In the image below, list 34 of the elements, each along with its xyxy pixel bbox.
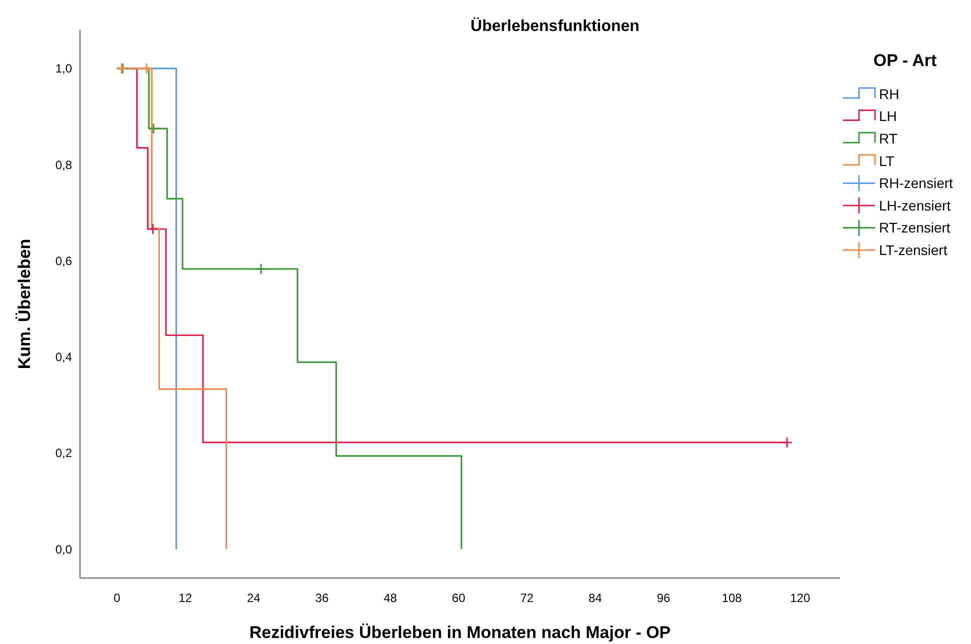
legend-label: LT	[879, 152, 895, 169]
legend-label: LH-zensiert	[879, 197, 951, 214]
point	[781, 436, 793, 448]
x-tick-label: 0	[114, 591, 121, 606]
legend-label: LH	[879, 108, 897, 124]
point	[148, 122, 160, 134]
x-tick-label: 12	[178, 591, 192, 606]
chart-title: Überlebensfunktionen	[470, 17, 640, 35]
y-tick-label: 0,0	[55, 542, 72, 556]
legend-label: RT	[879, 130, 898, 146]
x-tick-label: 48	[384, 591, 398, 606]
legend-title: OP - Art	[873, 51, 937, 70]
y-tick-label: 1,0	[55, 62, 72, 76]
point	[147, 223, 159, 235]
legend-label: LT-zensiert	[879, 242, 948, 258]
x-tick-label: 120	[790, 591, 810, 606]
x-axis-title: Rezidivfreies Überleben in Monaten nach Major - OP	[249, 623, 671, 642]
y-tick-label: 0,6	[55, 254, 72, 268]
legend-label: RH-zensiert	[879, 175, 954, 192]
x-tick-label: 24	[246, 591, 261, 606]
x-tick-label: 72	[520, 591, 534, 606]
point	[140, 62, 152, 74]
x-tick-label: 108	[722, 591, 742, 606]
legend-label: RH	[879, 86, 900, 102]
x-tick-label: 60	[452, 591, 466, 606]
x-tick-label: 96	[656, 591, 671, 606]
y-tick-label: 0,4	[55, 350, 72, 364]
y-tick-label: 0,2	[55, 446, 72, 460]
point	[255, 263, 267, 275]
x-tick-label: 36	[315, 591, 329, 606]
y-tick-label: 0,8	[55, 158, 72, 172]
legend-label: RT-zensiert	[879, 220, 950, 236]
x-tick-label: 84	[588, 591, 602, 606]
y-axis-title: Kum. Überleben	[15, 238, 34, 370]
